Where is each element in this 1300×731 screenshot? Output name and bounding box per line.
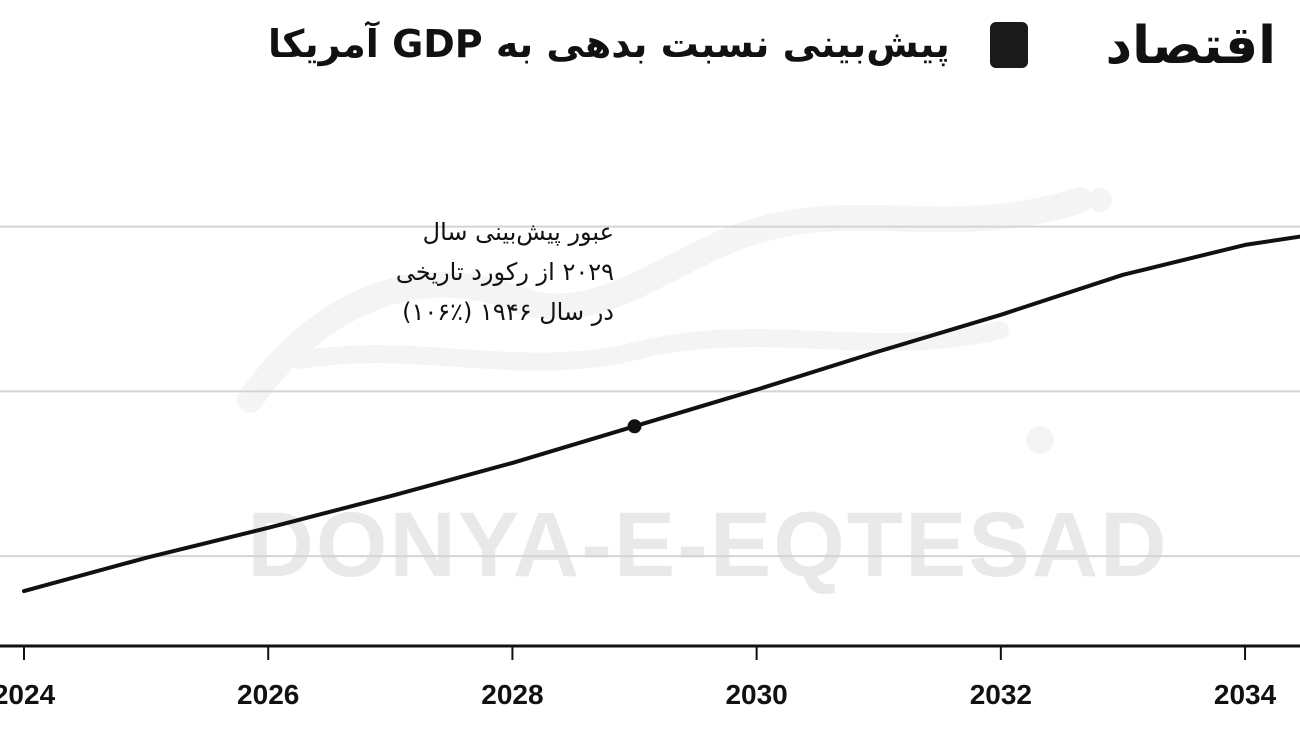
series-line (22, 234, 1300, 594)
x-tick-label: 2030 (725, 679, 787, 710)
annotation-text: عبور پیش‌بینی سال ۲۰۲۹ از رکورد تاریخی د… (300, 212, 614, 332)
chart-title: پیش‌بینی نسبت بدهی به GDP آمریکا (268, 22, 950, 66)
logo-text: اقتصاد (1105, 16, 1276, 76)
x-tick-label: 2024 (0, 679, 56, 710)
x-tick-label: 2026 (237, 679, 299, 710)
annotation-marker (627, 419, 642, 434)
x-tick-label: 2028 (481, 679, 543, 710)
watermark-logo (237, 187, 1112, 454)
annotation-line: در سال ۱۹۴۶ (٪۱۰۶) (402, 298, 614, 326)
gridlines (0, 225, 1300, 558)
watermark-text: DONYA-E-EQTESAD (247, 494, 1168, 596)
logo-mark-icon (990, 22, 1028, 68)
annotation-line: ۲۰۲۹ از رکورد تاریخی (395, 258, 614, 286)
annotation-line: عبور پیش‌بینی سال (422, 218, 614, 246)
x-tick-label: 2032 (970, 679, 1032, 710)
x-axis-ticks (23, 646, 1247, 660)
publisher-logo: اقتصاد (990, 10, 1290, 82)
x-tick-label: 2034 (1214, 679, 1277, 710)
x-axis-tick-labels: 2024 2026 2028 2030 2032 2034 (0, 679, 1277, 710)
